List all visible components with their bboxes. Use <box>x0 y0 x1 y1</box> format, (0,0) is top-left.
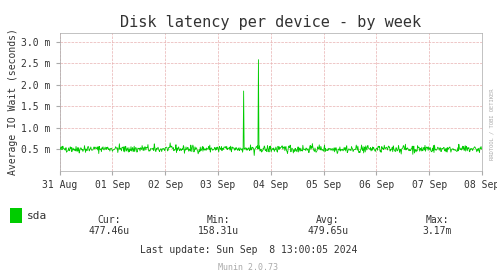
Text: 479.65u: 479.65u <box>308 226 348 236</box>
Text: Avg:: Avg: <box>316 215 340 225</box>
Text: Last update: Sun Sep  8 13:00:05 2024: Last update: Sun Sep 8 13:00:05 2024 <box>140 245 357 255</box>
Title: Disk latency per device - by week: Disk latency per device - by week <box>120 15 421 31</box>
Text: 158.31u: 158.31u <box>198 226 239 236</box>
Text: Cur:: Cur: <box>97 215 121 225</box>
Text: Max:: Max: <box>425 215 449 225</box>
Text: sda: sda <box>27 211 48 221</box>
Text: RRDTOOL / TOBI OETIKER: RRDTOOL / TOBI OETIKER <box>490 88 495 160</box>
Text: 477.46u: 477.46u <box>89 226 130 236</box>
Text: Munin 2.0.73: Munin 2.0.73 <box>219 263 278 271</box>
Y-axis label: Average IO Wait (seconds): Average IO Wait (seconds) <box>8 28 18 175</box>
Text: Min:: Min: <box>207 215 231 225</box>
Text: 3.17m: 3.17m <box>422 226 452 236</box>
